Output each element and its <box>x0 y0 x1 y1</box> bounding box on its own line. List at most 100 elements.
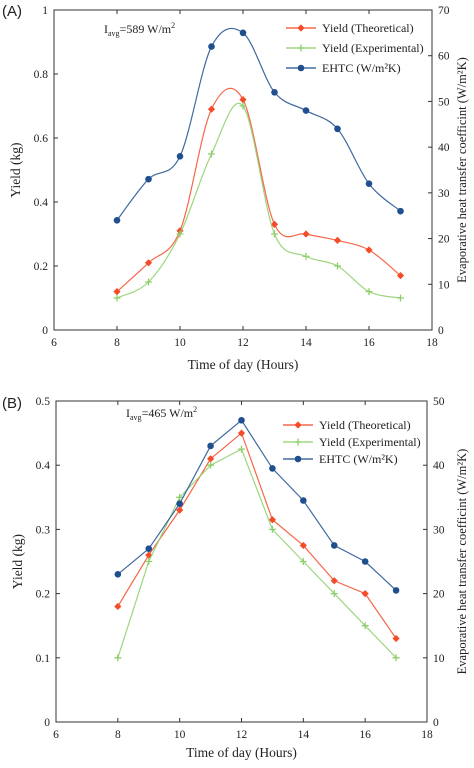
data-point <box>361 558 369 565</box>
series-line <box>116 87 401 293</box>
chart-panel-b: (B)6 8 10 12 14 16 1800.10.20.30.40.5010203040… <box>2 395 469 760</box>
legend-label: Yield (Experimental) <box>322 41 424 55</box>
legend-label: Yield (Experimental) <box>319 435 421 449</box>
legend-label: Yield (Theoretical) <box>319 418 411 432</box>
data-point <box>392 634 400 643</box>
data-point <box>144 259 153 267</box>
y-tick-label: 1 <box>42 5 48 17</box>
y2-tick-label: 70 <box>438 5 450 17</box>
data-point <box>299 541 307 550</box>
data-point <box>176 230 184 238</box>
x-tick-label: 14 <box>300 337 312 349</box>
data-point <box>268 525 276 533</box>
x-tick-label: 8 <box>114 337 120 349</box>
irradiance-annotation: Iavg=589 W/m2 <box>104 21 175 38</box>
data-point <box>361 622 369 630</box>
data-point <box>392 587 400 594</box>
data-point <box>239 29 247 37</box>
legend-marker <box>297 64 305 72</box>
series-diamond <box>114 429 400 643</box>
x-axis-label: Time of day (Hours) <box>188 357 299 372</box>
data-point <box>176 493 184 501</box>
x-tick-label: 10 <box>174 337 186 349</box>
x-tick-label: 10 <box>174 729 186 741</box>
y-axis-label: Yield (kg) <box>10 534 25 589</box>
data-point <box>334 125 341 133</box>
y-axis-label: Yield (kg) <box>8 142 23 197</box>
series-circle <box>114 416 400 594</box>
y2-tick-label: 20 <box>433 589 445 601</box>
legend-marker <box>294 438 302 446</box>
y-tick-label: 0.5 <box>36 396 51 408</box>
data-point <box>238 445 245 453</box>
x-axis-label: Time of day (Hours) <box>186 745 297 760</box>
data-point <box>268 516 277 524</box>
data-point <box>176 152 184 160</box>
data-point <box>207 461 215 469</box>
y-tick-label: 0.8 <box>34 69 49 81</box>
data-point <box>145 278 152 286</box>
chart-panel-a: (A)6 8 10 12 14 16 1800.20.40.60.8101020304050… <box>2 3 469 372</box>
data-point <box>300 497 307 504</box>
legend-marker <box>297 24 305 32</box>
y-tick-label: 0 <box>42 325 48 337</box>
y2-tick-label: 0 <box>438 325 444 337</box>
y2-tick-label: 30 <box>433 524 445 536</box>
data-point <box>238 416 245 424</box>
data-point <box>113 216 121 224</box>
legend-marker <box>294 455 302 463</box>
x-tick-label: 6 <box>53 729 59 741</box>
data-point <box>397 207 404 215</box>
data-point <box>271 230 278 238</box>
y-tick-label: 0.6 <box>34 133 49 145</box>
series-line <box>117 448 397 659</box>
data-point <box>113 288 121 296</box>
y-tick-label: 0.4 <box>34 197 49 209</box>
data-point <box>396 272 405 280</box>
data-point <box>208 43 215 50</box>
y2-tick-label: 60 <box>438 51 450 63</box>
y-tick-label: 0.3 <box>36 524 51 536</box>
series-line <box>117 432 397 639</box>
series-plus <box>113 102 404 302</box>
y2-tick-label: 30 <box>438 188 450 200</box>
data-point <box>145 545 153 552</box>
data-point <box>365 288 373 296</box>
y-tick-label: 0.2 <box>36 589 51 601</box>
data-point <box>145 558 153 565</box>
y-tick-label: 0 <box>44 717 50 729</box>
panel-label: (B) <box>2 395 22 412</box>
data-point <box>365 180 373 188</box>
x-tick-label: 12 <box>236 729 248 741</box>
series-circle <box>113 27 404 224</box>
series-line <box>116 102 401 299</box>
x-tick-label: 18 <box>426 337 438 349</box>
data-point <box>365 246 373 254</box>
data-point <box>271 88 278 96</box>
y2-tick-label: 50 <box>438 96 450 108</box>
y2-tick-label: 10 <box>433 653 445 665</box>
y2-axis-label: Evaporative heat transfer coefficint (W/… <box>455 449 469 675</box>
data-point <box>239 102 247 110</box>
data-point <box>176 506 184 514</box>
x-tick-label: 16 <box>359 729 371 741</box>
data-point <box>269 465 276 472</box>
data-point <box>145 175 152 183</box>
y2-tick-label: 50 <box>433 396 445 408</box>
data-point <box>239 96 247 104</box>
data-point <box>302 252 310 260</box>
x-tick-label: 14 <box>298 729 310 741</box>
data-point <box>330 542 338 549</box>
data-point <box>176 500 183 508</box>
y2-tick-label: 20 <box>438 234 450 246</box>
y2-axis-label: Evaporative heat transfer coefficint (W/… <box>455 57 469 283</box>
data-point <box>270 220 279 228</box>
data-point <box>302 230 310 238</box>
irradiance-annotation: Iavg=465 W/m2 <box>126 405 197 422</box>
y-tick-label: 0.1 <box>36 653 51 665</box>
x-tick-label: 6 <box>51 337 57 349</box>
legend-marker <box>294 421 302 429</box>
data-point <box>334 262 341 270</box>
y-tick-label: 0.4 <box>36 460 51 472</box>
